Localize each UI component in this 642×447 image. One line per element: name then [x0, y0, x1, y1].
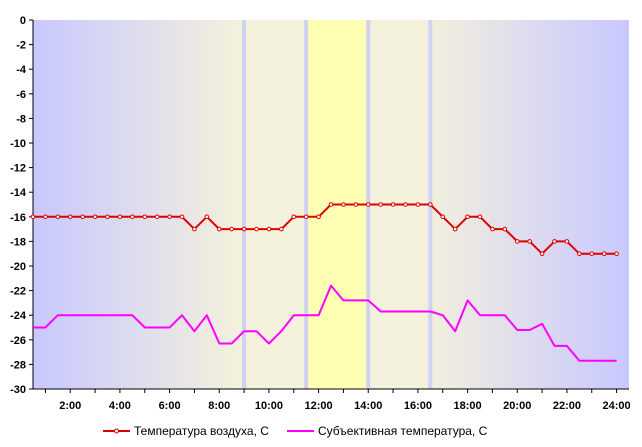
data-point — [279, 226, 284, 232]
data-point — [477, 214, 483, 220]
y-tick-label: -24 — [10, 310, 27, 322]
data-point — [130, 214, 135, 220]
y-tick-label: -14 — [10, 187, 27, 199]
data-point — [303, 214, 309, 220]
legend: Температура воздуха, С Субъективная темп… — [103, 424, 488, 438]
data-point — [589, 251, 595, 256]
y-tick-label: -20 — [10, 261, 26, 273]
data-point — [229, 226, 234, 232]
data-point — [514, 239, 520, 244]
data-point — [154, 214, 160, 220]
legend-marker-air-temperature — [114, 428, 119, 434]
data-point — [614, 251, 619, 256]
data-point — [490, 226, 495, 232]
data-point — [403, 202, 408, 207]
data-point — [43, 214, 48, 220]
y-tick-label: -16 — [10, 212, 26, 224]
x-axis: 2:00 4:00 6:00 8:00 10:00 12:00 14:00 16:00 18:0… — [33, 388, 631, 412]
x-tick-label: 8:00 — [208, 400, 230, 412]
data-point — [365, 202, 371, 207]
x-tick-label: 24:00 — [603, 400, 631, 412]
y-axis: 0 -2 -4 -6 -8 -10 -12 -14 -16 -18 -20 -22 -24 -26 -28 -… — [10, 15, 34, 396]
data-point — [117, 214, 123, 220]
data-point — [378, 202, 383, 207]
data-point — [328, 202, 334, 207]
data-point — [241, 226, 247, 232]
y-tick-label: 0 — [20, 15, 26, 27]
x-tick-label: 2:00 — [59, 400, 81, 412]
data-point — [428, 202, 433, 207]
y-tick-label: -30 — [10, 384, 26, 396]
legend-label-feels-like-temperature: Субъективная температура, С — [318, 424, 488, 438]
data-point — [539, 251, 545, 256]
data-point — [92, 214, 98, 220]
legend-item-air-temperature: Температура воздуха, С — [103, 424, 269, 438]
data-point — [452, 226, 458, 232]
data-point — [415, 202, 421, 207]
y-tick-label: -18 — [10, 236, 26, 248]
data-point — [30, 214, 36, 220]
data-point — [502, 226, 508, 232]
x-tick-label: 16:00 — [404, 400, 432, 412]
series-line-1 — [33, 284, 617, 362]
data-point — [67, 214, 73, 220]
data-point — [465, 214, 470, 220]
data-point — [142, 214, 148, 220]
data-point — [564, 239, 570, 244]
data-point — [577, 251, 582, 256]
y-tick-label: -22 — [10, 286, 26, 298]
x-tick-label: 6:00 — [159, 400, 181, 412]
data-point — [105, 214, 110, 220]
data-point — [291, 214, 297, 220]
data-point — [266, 226, 272, 232]
y-tick-label: -2 — [16, 40, 26, 52]
legend-item-feels-like-temperature: Субъективная температура, С — [287, 424, 488, 438]
data-point — [341, 202, 346, 207]
x-tick-label: 14:00 — [354, 400, 382, 412]
data-point — [216, 226, 222, 232]
data-point — [440, 214, 446, 220]
data-point — [204, 214, 210, 220]
data-point — [353, 202, 359, 207]
series-layer — [30, 202, 619, 362]
x-tick-label: 12:00 — [305, 400, 333, 412]
y-tick-label: -12 — [10, 163, 26, 175]
x-tick-label: 4:00 — [109, 400, 131, 412]
y-tick-label: -26 — [10, 335, 26, 347]
y-tick-label: -8 — [16, 113, 26, 125]
data-point — [192, 226, 197, 232]
data-point — [179, 214, 185, 220]
data-point — [254, 226, 259, 232]
data-point — [390, 202, 396, 207]
x-tick-label: 10:00 — [255, 400, 283, 412]
y-tick-label: -28 — [10, 359, 26, 371]
data-point — [167, 214, 172, 220]
data-point — [316, 214, 321, 220]
data-point — [552, 239, 557, 244]
data-point — [601, 251, 607, 256]
data-point — [527, 239, 532, 244]
x-tick-label: 20:00 — [503, 400, 531, 412]
x-tick-label: 18:00 — [454, 400, 482, 412]
y-tick-label: -10 — [10, 138, 26, 150]
data-point — [80, 214, 85, 220]
data-point — [55, 214, 61, 220]
legend-label-air-temperature: Температура воздуха, С — [134, 424, 269, 438]
x-tick-label: 22:00 — [553, 400, 581, 412]
y-tick-label: -4 — [16, 64, 27, 76]
y-tick-label: -6 — [16, 89, 26, 101]
